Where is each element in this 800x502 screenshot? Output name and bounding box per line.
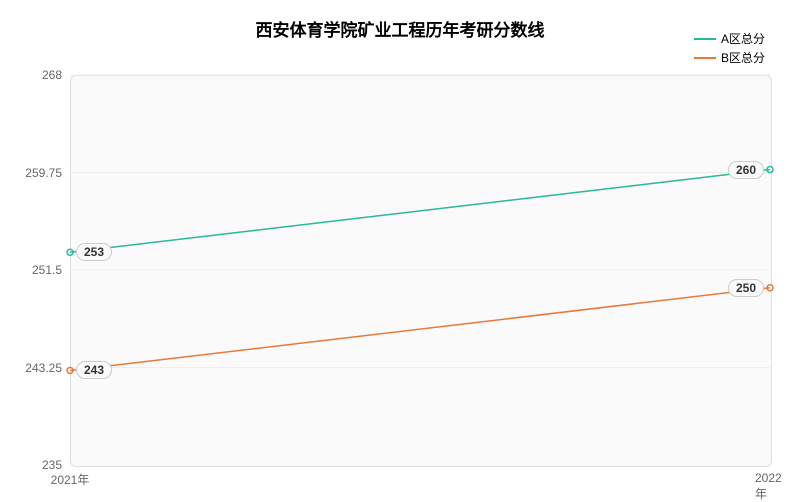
y-tick-label: 235 [10,458,62,472]
data-point-label: 253 [76,243,112,261]
data-point-label: 250 [728,279,764,297]
y-tick-label: 251.5 [10,263,62,277]
x-tick-label: 2022年 [755,471,785,502]
chart-container: 西安体育学院矿业工程历年考研分数线 A区总分 B区总分 235243.25251… [0,0,800,500]
y-tick-label: 268 [10,68,62,82]
data-point-label: 260 [728,161,764,179]
y-tick-label: 243.25 [10,361,62,375]
x-tick-label: 2021年 [51,471,90,488]
chart-svg [0,0,800,500]
data-point-label: 243 [76,361,112,379]
y-tick-label: 259.75 [10,166,62,180]
